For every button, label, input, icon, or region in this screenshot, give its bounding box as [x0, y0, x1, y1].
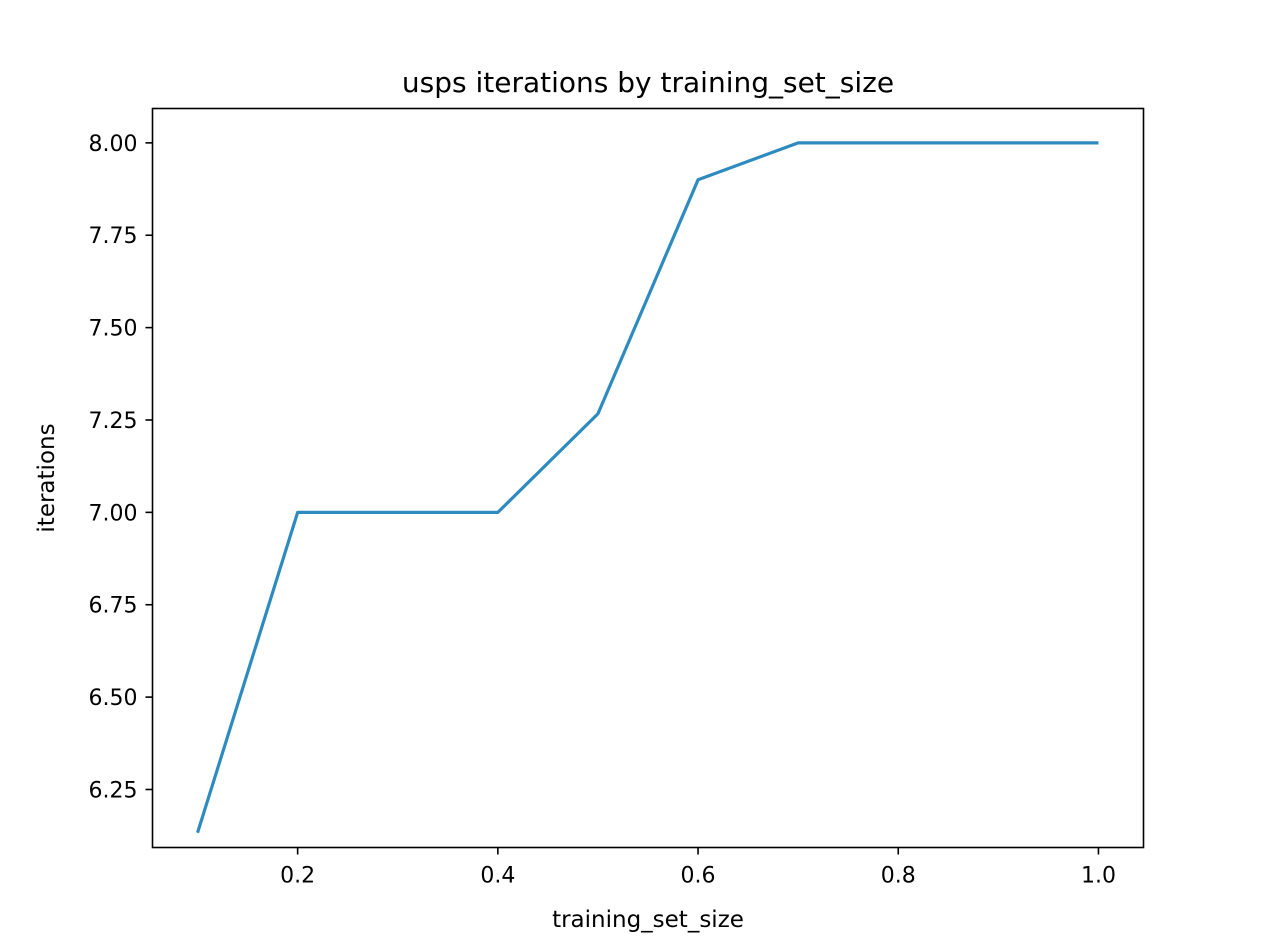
y-tick-label: 8.00 [89, 132, 138, 157]
x-tick-label: 1.0 [1081, 864, 1116, 889]
x-axis-label: training_set_size [552, 907, 744, 933]
y-tick-label: 7.25 [89, 409, 138, 434]
y-tick-label: 7.75 [89, 224, 138, 249]
y-tick-label: 6.25 [89, 778, 138, 803]
y-axis-label: iterations [34, 423, 60, 532]
y-tick-label: 6.75 [89, 594, 138, 619]
y-tick-label: 7.50 [89, 317, 138, 342]
plot-frame [151, 107, 1145, 849]
x-tick-label: 0.2 [280, 864, 315, 889]
x-tick-label: 0.4 [480, 864, 515, 889]
x-tick-label: 0.6 [681, 864, 716, 889]
series-line [196, 141, 1099, 834]
y-tick-label: 7.00 [89, 501, 138, 526]
y-tick-label: 6.50 [89, 686, 138, 711]
chart-title: usps iterations by training_set_size [402, 66, 894, 99]
x-tick-label: 0.8 [881, 864, 916, 889]
